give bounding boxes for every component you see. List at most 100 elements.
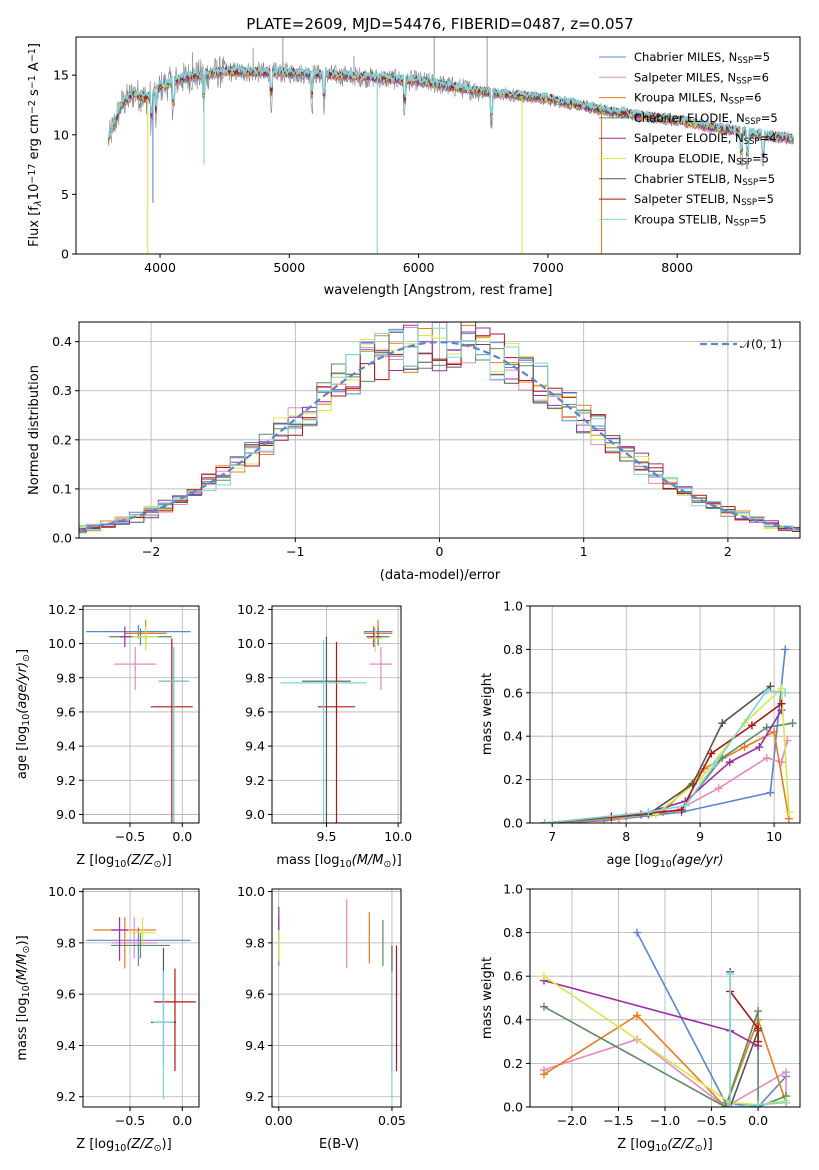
mass-weight-line bbox=[544, 740, 789, 823]
y-axis-label-part: 10 bbox=[21, 985, 32, 997]
x-axis-label-part: 10 bbox=[655, 1143, 667, 1154]
x-tick-label: −1.0 bbox=[650, 1113, 680, 1128]
y-tick-label: 0.0 bbox=[503, 816, 523, 831]
mass-weight-marker bbox=[754, 1024, 763, 1033]
y-tick-label: 9.0 bbox=[245, 807, 265, 822]
mass-weight-marker bbox=[726, 1103, 735, 1107]
legend-label: Kroupa STELIB, NSSP=5 bbox=[634, 212, 766, 228]
mass-weight-marker bbox=[770, 727, 779, 736]
x-tick-label: −1 bbox=[286, 544, 304, 559]
y-axis-label-part: ] bbox=[15, 649, 30, 654]
legend-tail: =6 bbox=[752, 70, 769, 84]
y-axis-label: mass weight bbox=[480, 673, 495, 755]
y-tick-label: 9.6 bbox=[56, 987, 76, 1002]
x-tick-label: 1 bbox=[580, 544, 588, 559]
legend-text: Kroupa MILES, N bbox=[634, 91, 729, 105]
y-axis-label-part: ⊙ bbox=[21, 654, 32, 662]
mass-weight-marker bbox=[781, 645, 790, 654]
y-tick-label: 0.0 bbox=[503, 1100, 523, 1115]
x-axis-label-part: Z [log bbox=[76, 1137, 114, 1152]
mass-weight-line bbox=[544, 685, 771, 823]
axes-frame bbox=[271, 605, 402, 824]
x-axis-label-part: 10 bbox=[660, 859, 672, 870]
y-tick-label: 9.8 bbox=[56, 935, 76, 950]
legend-text: Chabrier ELODIE, N bbox=[634, 111, 745, 125]
x-tick-label: 0.00 bbox=[265, 1113, 293, 1128]
mass-weight-line bbox=[544, 709, 783, 823]
panel-age_vs_mass: 9.5 10.0 9.0 9.2 9.4 9.6 9.8 10.0 10.2 mass [log1… bbox=[237, 602, 412, 870]
mass-weight-marker bbox=[707, 749, 716, 758]
legend-label: Salpeter ELODIE, NSSP=4 bbox=[634, 131, 777, 147]
y-tick-label: 1.0 bbox=[503, 599, 523, 614]
y-axis-label-part: 10 bbox=[27, 184, 42, 201]
mass-weight-marker bbox=[747, 721, 756, 730]
mass-weight-marker bbox=[726, 970, 735, 979]
plot-area bbox=[539, 928, 791, 1107]
x-tick-label: 10.0 bbox=[384, 829, 412, 844]
plot-area bbox=[540, 645, 797, 823]
y-tick-label: 9.4 bbox=[56, 1038, 76, 1053]
y-axis-label: mass weight bbox=[480, 957, 495, 1039]
y-tick-label: 0.8 bbox=[503, 642, 523, 657]
x-tick-label: −0.5 bbox=[115, 1113, 145, 1128]
panel-age_vs_z: −0.5 0.09.09.29.49.69.810.010.2Z [log10(Z… bbox=[15, 602, 200, 870]
y-tick-label: 9.2 bbox=[245, 773, 265, 788]
y-axis-label-part: age [log bbox=[15, 726, 30, 779]
mass-weight-marker bbox=[754, 1037, 763, 1046]
y-tick-label: 10.0 bbox=[48, 884, 76, 899]
legend-text: Chabrier MILES, N bbox=[634, 50, 737, 64]
y-axis-label: mass [log10(M/M⊙)] bbox=[15, 935, 32, 1060]
histogram-step bbox=[79, 333, 800, 532]
legend-sub: SSP bbox=[737, 56, 753, 66]
y-tick-label: 10 bbox=[53, 127, 69, 142]
x-axis-label-part: )] bbox=[162, 1137, 172, 1152]
y-tick-label: 9.6 bbox=[56, 704, 76, 719]
mass-weight-marker bbox=[762, 686, 771, 695]
legend-sub: SSP bbox=[745, 117, 761, 127]
x-tick-label: 7 bbox=[548, 829, 556, 844]
x-axis-label: Z [log10(Z/Z⊙)] bbox=[76, 1137, 171, 1154]
y-tick-label: 9.6 bbox=[245, 704, 265, 719]
x-axis-label-part: Z [log bbox=[76, 853, 114, 868]
x-axis-label-part: (M/M bbox=[352, 853, 384, 868]
legend-tail: =5 bbox=[757, 192, 774, 206]
mass-weight-marker bbox=[781, 688, 790, 697]
x-axis-label: wavelength [Angstrom, rest frame] bbox=[324, 283, 553, 298]
y-axis-label-part: A bbox=[27, 62, 42, 75]
y-tick-label: 9.2 bbox=[56, 773, 76, 788]
x-tick-label: −1.5 bbox=[603, 1113, 633, 1128]
x-axis-label-part: )] bbox=[703, 1137, 713, 1152]
legend-label: Chabrier ELODIE, NSSP=5 bbox=[634, 111, 778, 127]
mass-weight-marker bbox=[718, 719, 727, 728]
x-tick-label: 8000 bbox=[661, 260, 693, 275]
plot-area bbox=[107, 37, 794, 254]
mass-weight-marker bbox=[762, 753, 771, 762]
x-axis-label: (data-model)/error bbox=[380, 568, 501, 583]
y-tick-label: 9.2 bbox=[245, 1089, 265, 1104]
y-tick-label: 10.0 bbox=[48, 636, 76, 651]
legend-tail: =5 bbox=[753, 50, 770, 64]
y-tick-label: 5 bbox=[61, 187, 69, 202]
x-tick-label: −0.5 bbox=[696, 1113, 726, 1128]
y-tick-label: 9.0 bbox=[56, 807, 76, 822]
y-axis-label-part: −2 bbox=[27, 100, 38, 114]
x-axis-label-part: ⊙ bbox=[384, 859, 392, 870]
axes-frame bbox=[529, 605, 801, 824]
x-axis-label-part: 10 bbox=[340, 859, 352, 870]
x-tick-label: 0.0 bbox=[172, 1113, 192, 1128]
x-axis-label-part: Z [log bbox=[617, 1137, 655, 1152]
mass-weight-marker bbox=[777, 684, 786, 693]
y-tick-label: 9.2 bbox=[56, 1089, 76, 1104]
y-tick-label: 0.1 bbox=[52, 481, 72, 496]
x-axis-label-part: (age/yr) bbox=[672, 853, 724, 868]
x-tick-label: −2.0 bbox=[557, 1113, 587, 1128]
histogram-step bbox=[79, 324, 800, 530]
legend-text: Kroupa ELODIE, N bbox=[634, 152, 736, 166]
x-axis-label-part: age [log bbox=[606, 853, 659, 868]
mass-weight-marker bbox=[539, 1002, 548, 1011]
legend-sub: SSP bbox=[744, 137, 760, 147]
legend-label: Kroupa MILES, NSSP=6 bbox=[634, 91, 761, 107]
y-axis-label-part: λ bbox=[33, 200, 44, 207]
x-tick-label: 2 bbox=[724, 544, 732, 559]
y-tick-label: 9.8 bbox=[245, 935, 265, 950]
